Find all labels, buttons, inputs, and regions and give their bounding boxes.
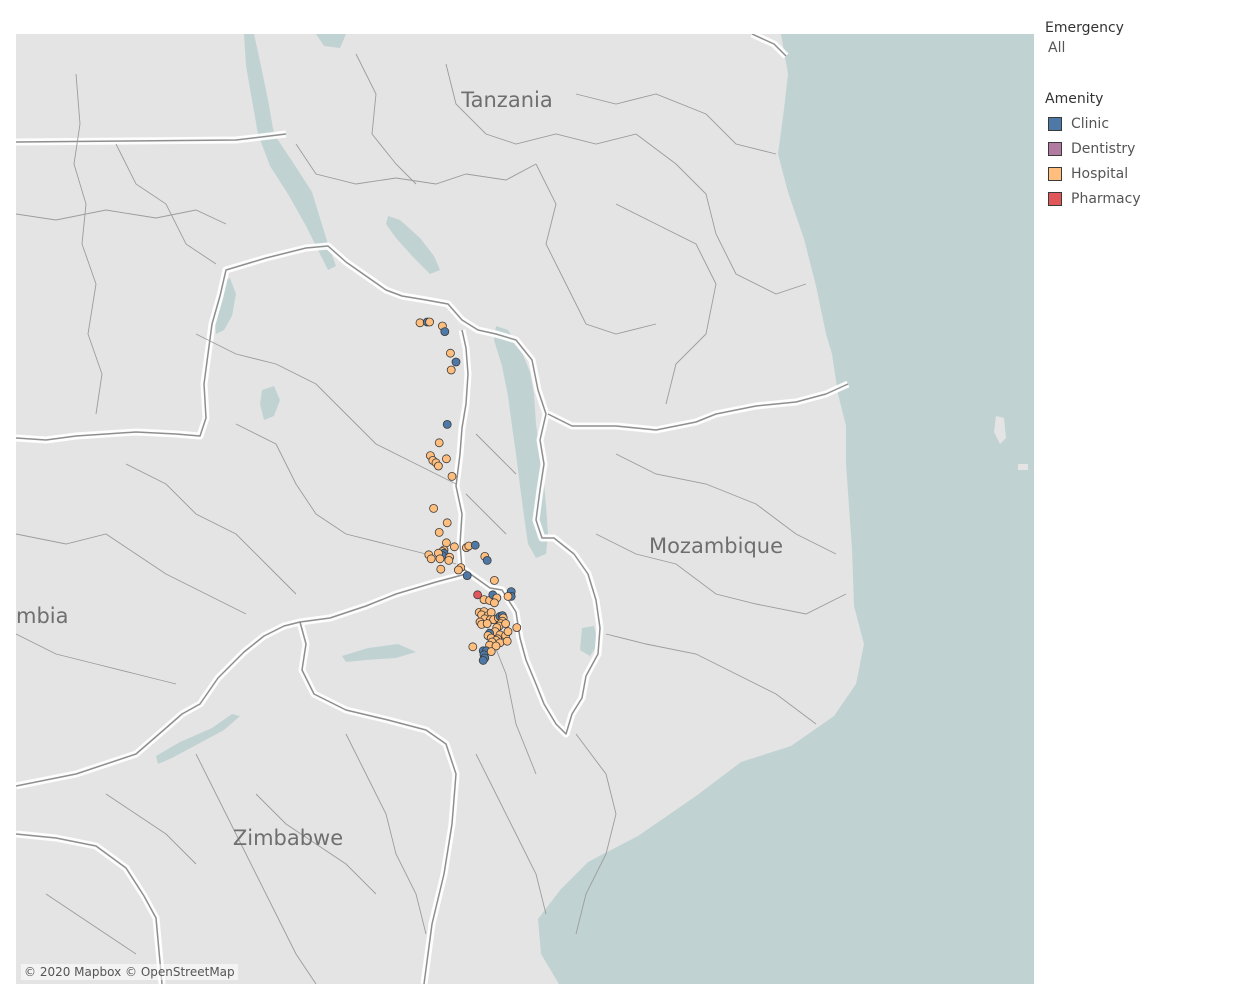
point-hospital[interactable] bbox=[512, 623, 522, 632]
point-hospital[interactable] bbox=[486, 608, 496, 617]
clinic-swatch bbox=[1048, 116, 1062, 131]
point-hospital[interactable] bbox=[501, 619, 511, 628]
island bbox=[994, 416, 1006, 444]
point-hospital[interactable] bbox=[434, 527, 444, 537]
map-canvas[interactable]: Tanzania Mozambique mbia Zimbabwe bbox=[16, 34, 1034, 984]
legend-item-dentistry[interactable]: Dentistry bbox=[1045, 136, 1141, 161]
legend-item-pharmacy[interactable]: Pharmacy bbox=[1045, 186, 1141, 211]
point-hospital[interactable] bbox=[415, 318, 425, 328]
point-hospital[interactable] bbox=[436, 564, 446, 574]
map-attribution[interactable]: © 2020 Mapbox © OpenStreetMap bbox=[21, 964, 238, 980]
admin-boundaries bbox=[16, 53, 847, 984]
lake-cahora-bassa bbox=[342, 644, 416, 662]
point-clinic[interactable] bbox=[442, 419, 452, 429]
point-hospital[interactable] bbox=[425, 317, 435, 327]
point-hospital[interactable] bbox=[453, 565, 463, 575]
point-clinic[interactable] bbox=[462, 571, 472, 580]
point-hospital[interactable] bbox=[433, 461, 443, 471]
label-tanzania: Tanzania bbox=[460, 88, 552, 112]
point-hospital[interactable] bbox=[441, 454, 451, 464]
legend-label-clinic: Clinic bbox=[1071, 115, 1110, 132]
point-hospital[interactable] bbox=[486, 647, 496, 656]
point-hospital[interactable] bbox=[445, 348, 455, 358]
point-hospital[interactable] bbox=[503, 627, 513, 636]
lake-tanganyika bbox=[244, 34, 336, 270]
point-hospital[interactable] bbox=[429, 503, 439, 513]
emergency-filter-title: Emergency bbox=[1045, 20, 1124, 36]
point-hospital[interactable] bbox=[449, 542, 459, 552]
point-clinic[interactable] bbox=[440, 327, 450, 337]
point-hospital[interactable] bbox=[434, 438, 444, 448]
legend-item-hospital[interactable]: Hospital bbox=[1045, 161, 1141, 186]
label-mozambique: Mozambique bbox=[649, 534, 783, 558]
amenity-legend-title: Amenity bbox=[1045, 91, 1104, 107]
ocean-water bbox=[538, 34, 1034, 984]
island bbox=[1018, 464, 1028, 470]
lake-rukwa bbox=[386, 216, 440, 274]
point-hospital[interactable] bbox=[444, 556, 454, 565]
point-hospital[interactable] bbox=[489, 598, 499, 608]
point-hospital[interactable] bbox=[491, 641, 501, 651]
label-zimbabwe: Zimbabwe bbox=[233, 826, 343, 850]
legend-item-clinic[interactable]: Clinic bbox=[1045, 111, 1141, 136]
point-hospital[interactable] bbox=[503, 592, 513, 601]
legend-label-dentistry: Dentistry bbox=[1071, 140, 1136, 157]
point-clinic[interactable] bbox=[478, 656, 488, 665]
point-clinic[interactable] bbox=[482, 556, 492, 565]
point-hospital[interactable] bbox=[441, 538, 451, 548]
country-borders bbox=[16, 34, 850, 984]
point-hospital[interactable] bbox=[426, 554, 436, 564]
emergency-filter-value[interactable]: All bbox=[1048, 40, 1066, 56]
point-pharmacy[interactable] bbox=[473, 590, 483, 600]
point-clinic[interactable] bbox=[451, 357, 461, 367]
legend-label-hospital: Hospital bbox=[1071, 165, 1129, 182]
point-clinic[interactable] bbox=[470, 540, 480, 550]
lake-bangweulu bbox=[260, 386, 280, 420]
lake-chilwa bbox=[580, 626, 598, 656]
map-view[interactable]: Tanzania Mozambique mbia Zimbabwe © 2020… bbox=[16, 34, 1034, 984]
point-hospital[interactable] bbox=[435, 554, 445, 564]
point-hospital[interactable] bbox=[482, 619, 492, 628]
dentistry-swatch bbox=[1048, 141, 1062, 156]
point-hospital[interactable] bbox=[442, 518, 452, 528]
lake-kariba bbox=[156, 714, 240, 764]
point-hospital[interactable] bbox=[447, 471, 457, 481]
emergency-filter[interactable]: Emergency All bbox=[1045, 20, 1124, 56]
amenity-points[interactable] bbox=[415, 317, 522, 665]
hospital-swatch bbox=[1048, 166, 1062, 181]
legend-label-pharmacy: Pharmacy bbox=[1071, 190, 1141, 207]
point-hospital[interactable] bbox=[502, 636, 512, 646]
lake-malawi bbox=[494, 326, 548, 558]
lake-victoria-edge bbox=[316, 34, 346, 48]
amenity-legend: Amenity Clinic Dentistry Hospital Pharma… bbox=[1045, 91, 1141, 211]
point-hospital[interactable] bbox=[489, 576, 499, 585]
point-hospital[interactable] bbox=[468, 642, 478, 652]
label-zambia: mbia bbox=[16, 604, 69, 628]
pharmacy-swatch bbox=[1048, 191, 1062, 206]
point-hospital[interactable] bbox=[446, 365, 456, 375]
